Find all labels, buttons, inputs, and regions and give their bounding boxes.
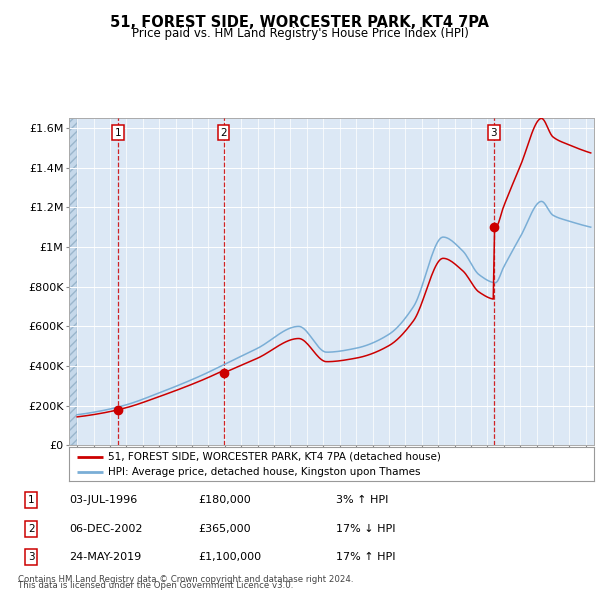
Text: 03-JUL-1996: 03-JUL-1996 [69,496,137,505]
Text: 1: 1 [28,496,35,505]
Text: £365,000: £365,000 [198,524,251,533]
Text: Contains HM Land Registry data © Crown copyright and database right 2024.: Contains HM Land Registry data © Crown c… [18,575,353,584]
Text: 24-MAY-2019: 24-MAY-2019 [69,552,141,562]
Text: This data is licensed under the Open Government Licence v3.0.: This data is licensed under the Open Gov… [18,581,293,589]
Text: HPI: Average price, detached house, Kingston upon Thames: HPI: Average price, detached house, King… [109,467,421,477]
Text: Price paid vs. HM Land Registry's House Price Index (HPI): Price paid vs. HM Land Registry's House … [131,27,469,40]
Text: 51, FOREST SIDE, WORCESTER PARK, KT4 7PA: 51, FOREST SIDE, WORCESTER PARK, KT4 7PA [110,15,490,30]
Text: 1: 1 [115,128,122,137]
Text: £1,100,000: £1,100,000 [198,552,261,562]
Text: 2: 2 [220,128,227,137]
Text: £180,000: £180,000 [198,496,251,505]
Text: 17% ↓ HPI: 17% ↓ HPI [336,524,395,533]
Text: 3% ↑ HPI: 3% ↑ HPI [336,496,388,505]
Bar [69,118,77,445]
Bar [69,118,77,445]
Text: 17% ↑ HPI: 17% ↑ HPI [336,552,395,562]
Text: 06-DEC-2002: 06-DEC-2002 [69,524,143,533]
Text: 3: 3 [28,552,35,562]
Text: 2: 2 [28,524,35,533]
Text: 51, FOREST SIDE, WORCESTER PARK, KT4 7PA (detached house): 51, FOREST SIDE, WORCESTER PARK, KT4 7PA… [109,451,441,461]
Text: 3: 3 [490,128,497,137]
